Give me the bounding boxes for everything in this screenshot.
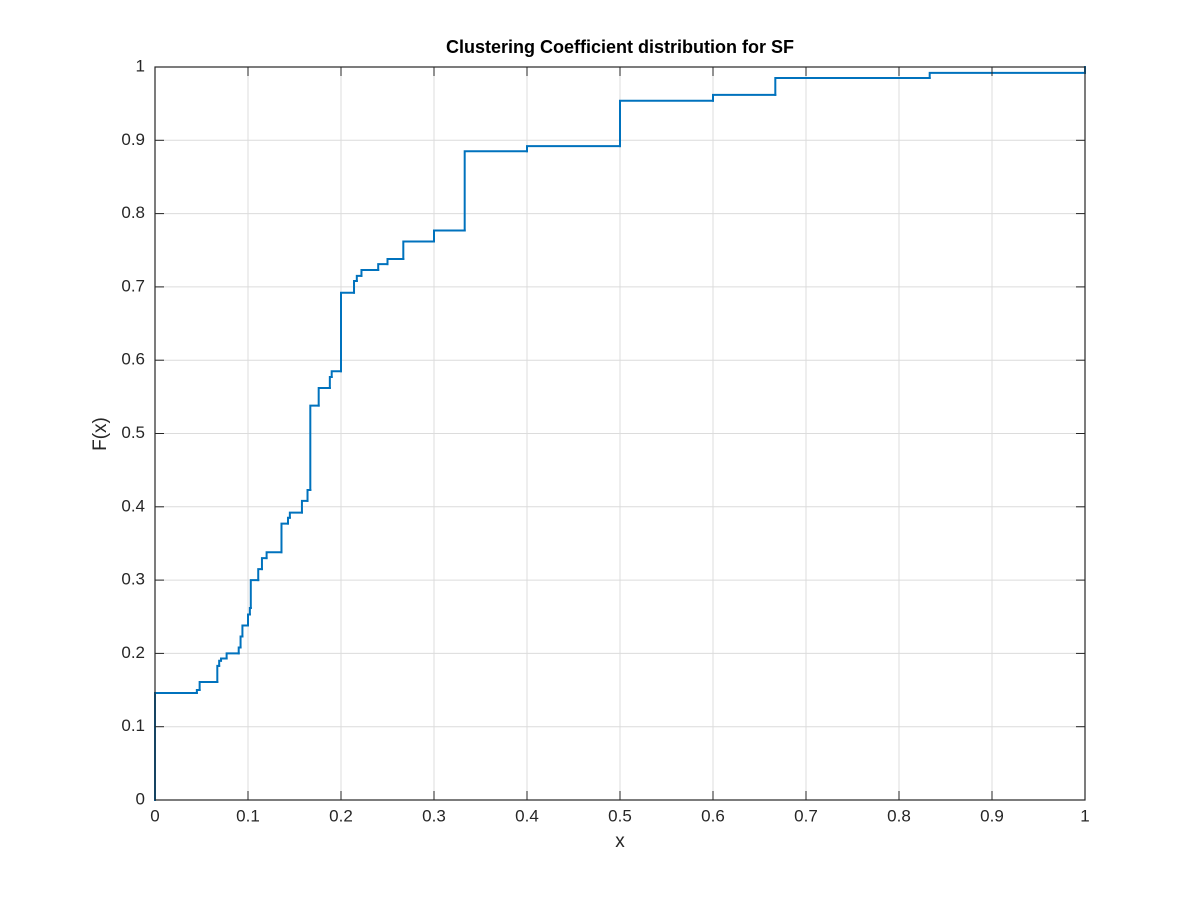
step: [300, 499, 309, 514]
chart-title: Clustering Coefficient distribution for …: [446, 37, 794, 57]
x-tick-label: 0.1: [236, 806, 260, 825]
step: [220, 657, 228, 662]
x-tick-label: 0.3: [422, 806, 446, 825]
step: [257, 568, 263, 582]
step: [198, 680, 219, 692]
x-tick-label: 0.9: [980, 806, 1004, 825]
y-tick-label: 0.4: [121, 496, 145, 515]
y-tick-label: 1: [136, 56, 145, 75]
step: [330, 370, 342, 379]
y-tick-label: 0.6: [121, 350, 145, 369]
x-tick-label: 1: [1080, 806, 1089, 825]
step: [340, 291, 356, 373]
step: [260, 557, 268, 571]
step: [526, 145, 621, 153]
step: [241, 624, 249, 638]
step: [309, 404, 320, 491]
step: [928, 71, 1086, 79]
step: [386, 258, 405, 266]
y-tick-label: 0.8: [121, 203, 145, 222]
y-tick-label: 0.9: [121, 130, 145, 149]
step: [360, 269, 380, 277]
x-tick-label: 0.8: [887, 806, 911, 825]
step: [280, 522, 289, 554]
y-tick-label: 0.3: [121, 570, 145, 589]
y-tick-label: 0: [136, 789, 145, 808]
step: [377, 263, 389, 272]
step: [265, 551, 283, 560]
step: [225, 652, 240, 660]
ticks: 0 0.1 0.2 0.3 0.4 0.5 0.6 0.7 0.8 0.9 1 0 0.1 0.2 0.3 0…: [121, 56, 1089, 825]
y-tick-label: 0.1: [121, 716, 145, 735]
step: [288, 511, 303, 519]
y-tick-label: 0.2: [121, 643, 145, 662]
step: [463, 150, 528, 232]
step: [402, 240, 435, 261]
y-tick-label: 0.5: [121, 423, 145, 442]
step: [619, 99, 714, 148]
step: [249, 579, 260, 609]
x-axis-label: x: [615, 831, 625, 852]
step: [433, 229, 466, 243]
x-tick-label: 0: [150, 806, 159, 825]
x-tick-label: 0.4: [515, 806, 539, 825]
step: [712, 93, 777, 102]
step: [774, 76, 931, 96]
x-tick-label: 0.5: [608, 806, 632, 825]
y-axis-label: F(x): [90, 417, 111, 451]
x-tick-label: 0.2: [329, 806, 353, 825]
x-tick-label: 0.6: [701, 806, 725, 825]
step: [355, 274, 363, 283]
x-tick-label: 0.7: [794, 806, 818, 825]
step: [317, 387, 331, 407]
y-tick-label: 0.7: [121, 276, 145, 295]
